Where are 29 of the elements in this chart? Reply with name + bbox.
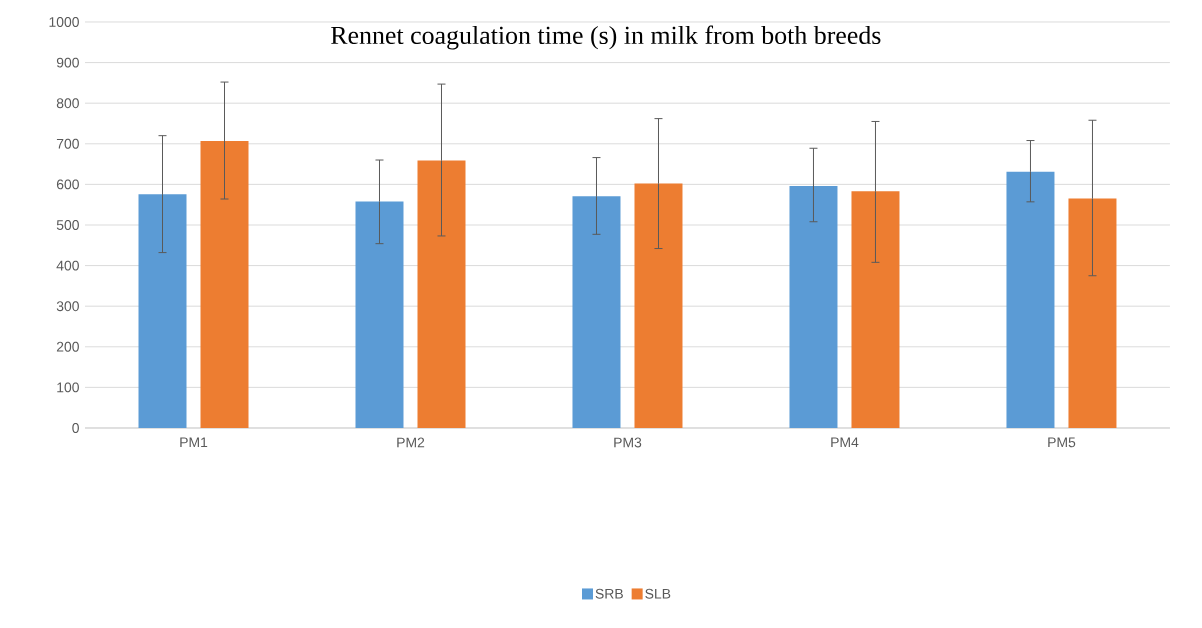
y-tick-label: 0 [72,423,79,433]
bar [138,194,187,428]
y-tick-label: 300 [56,301,79,312]
bar [200,140,249,428]
x-tick-label: PM4 [831,437,859,448]
bar [1006,171,1055,428]
y-tick-label: 100 [57,382,79,393]
x-tick-label: PM1 [180,437,208,448]
bar [851,191,900,428]
legend-label: SRB [595,588,623,599]
y-tick-label: 200 [56,341,79,352]
y-tick-label: 1000 [49,17,79,27]
y-tick-label: 700 [56,138,79,149]
y-tick-label: 900 [56,57,79,68]
x-tick-label: PM2 [397,437,425,448]
legend-label: SLB [645,588,671,599]
x-tick-label: PM3 [614,437,642,448]
y-tick-label: 400 [56,260,79,271]
bar [1068,198,1117,428]
bar [634,183,683,428]
y-tick-label: 800 [56,98,79,109]
bar [417,160,466,428]
y-tick-label: 500 [56,220,79,230]
bar [789,186,838,428]
bar [355,201,404,428]
x-tick-label: PM5 [1048,437,1076,448]
chart-title: Rennet coagulation time (s) in milk from both breeds [331,25,881,50]
bar [572,196,621,428]
y-tick-label: 600 [56,179,79,190]
